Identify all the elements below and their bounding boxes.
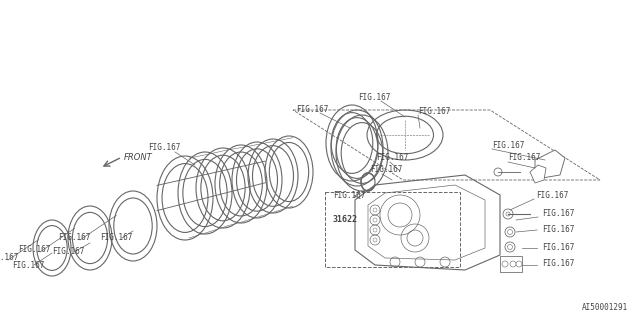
Circle shape (505, 227, 515, 237)
Text: FIG.167: FIG.167 (18, 245, 51, 254)
Text: FIG.167: FIG.167 (58, 234, 90, 243)
Text: FIG.167: FIG.167 (492, 140, 524, 149)
Text: FIG.167: FIG.167 (52, 247, 84, 257)
Text: FRONT: FRONT (124, 153, 153, 162)
Text: FIG.167: FIG.167 (542, 225, 574, 234)
Text: FIG.167: FIG.167 (0, 253, 19, 262)
Bar (325, 192, 460, 267)
Text: FIG.167: FIG.167 (100, 234, 132, 243)
Circle shape (505, 242, 515, 252)
Text: AI50001291: AI50001291 (582, 303, 628, 312)
Text: FIG.167: FIG.167 (296, 105, 328, 114)
Text: 31622: 31622 (333, 215, 358, 225)
Circle shape (510, 261, 516, 267)
Text: FIG.167: FIG.167 (376, 154, 408, 163)
Text: FIG.167: FIG.167 (542, 209, 574, 218)
Polygon shape (530, 165, 546, 183)
Circle shape (502, 261, 508, 267)
Bar (500, 256, 522, 272)
Circle shape (494, 168, 502, 176)
Text: FIG.167: FIG.167 (418, 107, 451, 116)
Text: FIG.167: FIG.167 (358, 92, 390, 101)
Text: FIG.167: FIG.167 (536, 190, 568, 199)
Text: FIG.167: FIG.167 (508, 154, 540, 163)
Text: FIG.167: FIG.167 (12, 260, 44, 269)
Text: FIG.167: FIG.167 (370, 165, 403, 174)
Polygon shape (535, 150, 565, 178)
Circle shape (503, 209, 513, 219)
Text: FIG.167: FIG.167 (542, 243, 574, 252)
Text: FIG.167: FIG.167 (333, 191, 365, 201)
Circle shape (516, 261, 522, 267)
Text: FIG.167: FIG.167 (542, 260, 574, 268)
Text: FIG.167: FIG.167 (148, 143, 180, 153)
